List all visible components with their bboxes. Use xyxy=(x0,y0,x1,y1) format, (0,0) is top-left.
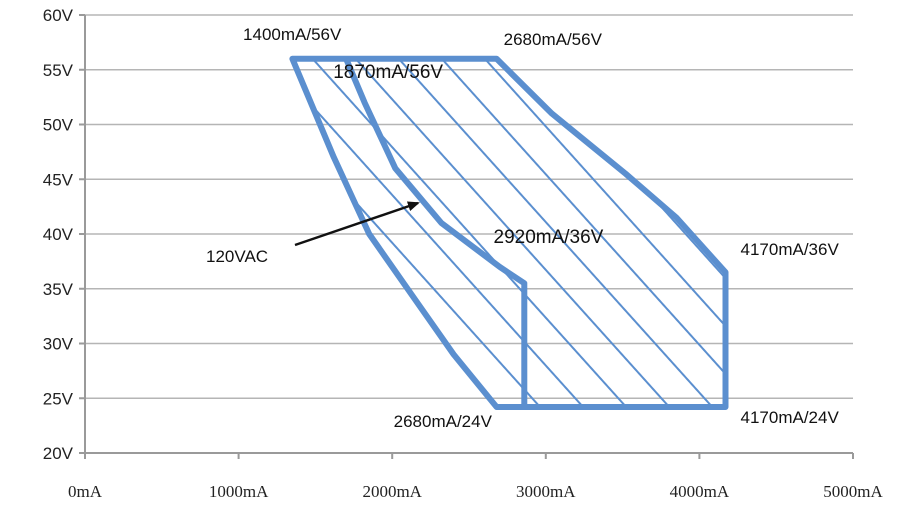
region-hatch xyxy=(292,58,726,408)
operating-region xyxy=(289,55,729,410)
x-tick-label-3: 3000mA xyxy=(516,482,576,501)
y-tick-label-6: 50V xyxy=(43,116,74,135)
annotation-label-0: 1400mA/56V xyxy=(243,25,342,44)
axes xyxy=(79,14,854,459)
inner-boundary-120vac xyxy=(343,57,528,407)
annotation-label-3: 2920mA/36V xyxy=(494,227,604,248)
y-tick-label-4: 40V xyxy=(43,225,74,244)
y-tick-label-3: 35V xyxy=(43,280,74,299)
annotation-label-1: 1870mA/56V xyxy=(333,62,443,83)
annotation-label-4: 4170mA/36V xyxy=(741,240,840,259)
annotation-label-7: 120VAC xyxy=(206,247,268,266)
y-tick-label-1: 25V xyxy=(43,389,74,408)
x-tick-label-4: 4000mA xyxy=(670,482,730,501)
y-tick-label-8: 60V xyxy=(43,6,74,25)
y-tick-label-5: 45V xyxy=(43,170,74,189)
region-outline xyxy=(289,55,729,410)
x-tick-label-1: 1000mA xyxy=(209,482,269,501)
annotation-arrow-120vac xyxy=(294,201,420,247)
annotation-label-6: 4170mA/24V xyxy=(741,408,840,427)
annotations: 1400mA/56V 1870mA/56V 2680mA/56V 2920mA/36V… xyxy=(206,25,839,431)
y-tick-label-7: 55V xyxy=(43,61,74,80)
tick-labels: 20V 25V 30V 35V 40V 45V 50V 55V 60V 0mA 1000mA 2000… xyxy=(43,6,884,501)
x-tick-label-2: 2000mA xyxy=(362,482,422,501)
annotation-label-2: 2680mA/56V xyxy=(504,30,603,49)
y-tick-label-0: 20V xyxy=(43,444,74,463)
x-tick-label-5: 5000mA xyxy=(823,482,883,501)
y-tick-label-2: 30V xyxy=(43,335,74,354)
annotation-label-5: 2680mA/24V xyxy=(394,412,493,431)
x-tick-label-0: 0mA xyxy=(68,482,103,501)
